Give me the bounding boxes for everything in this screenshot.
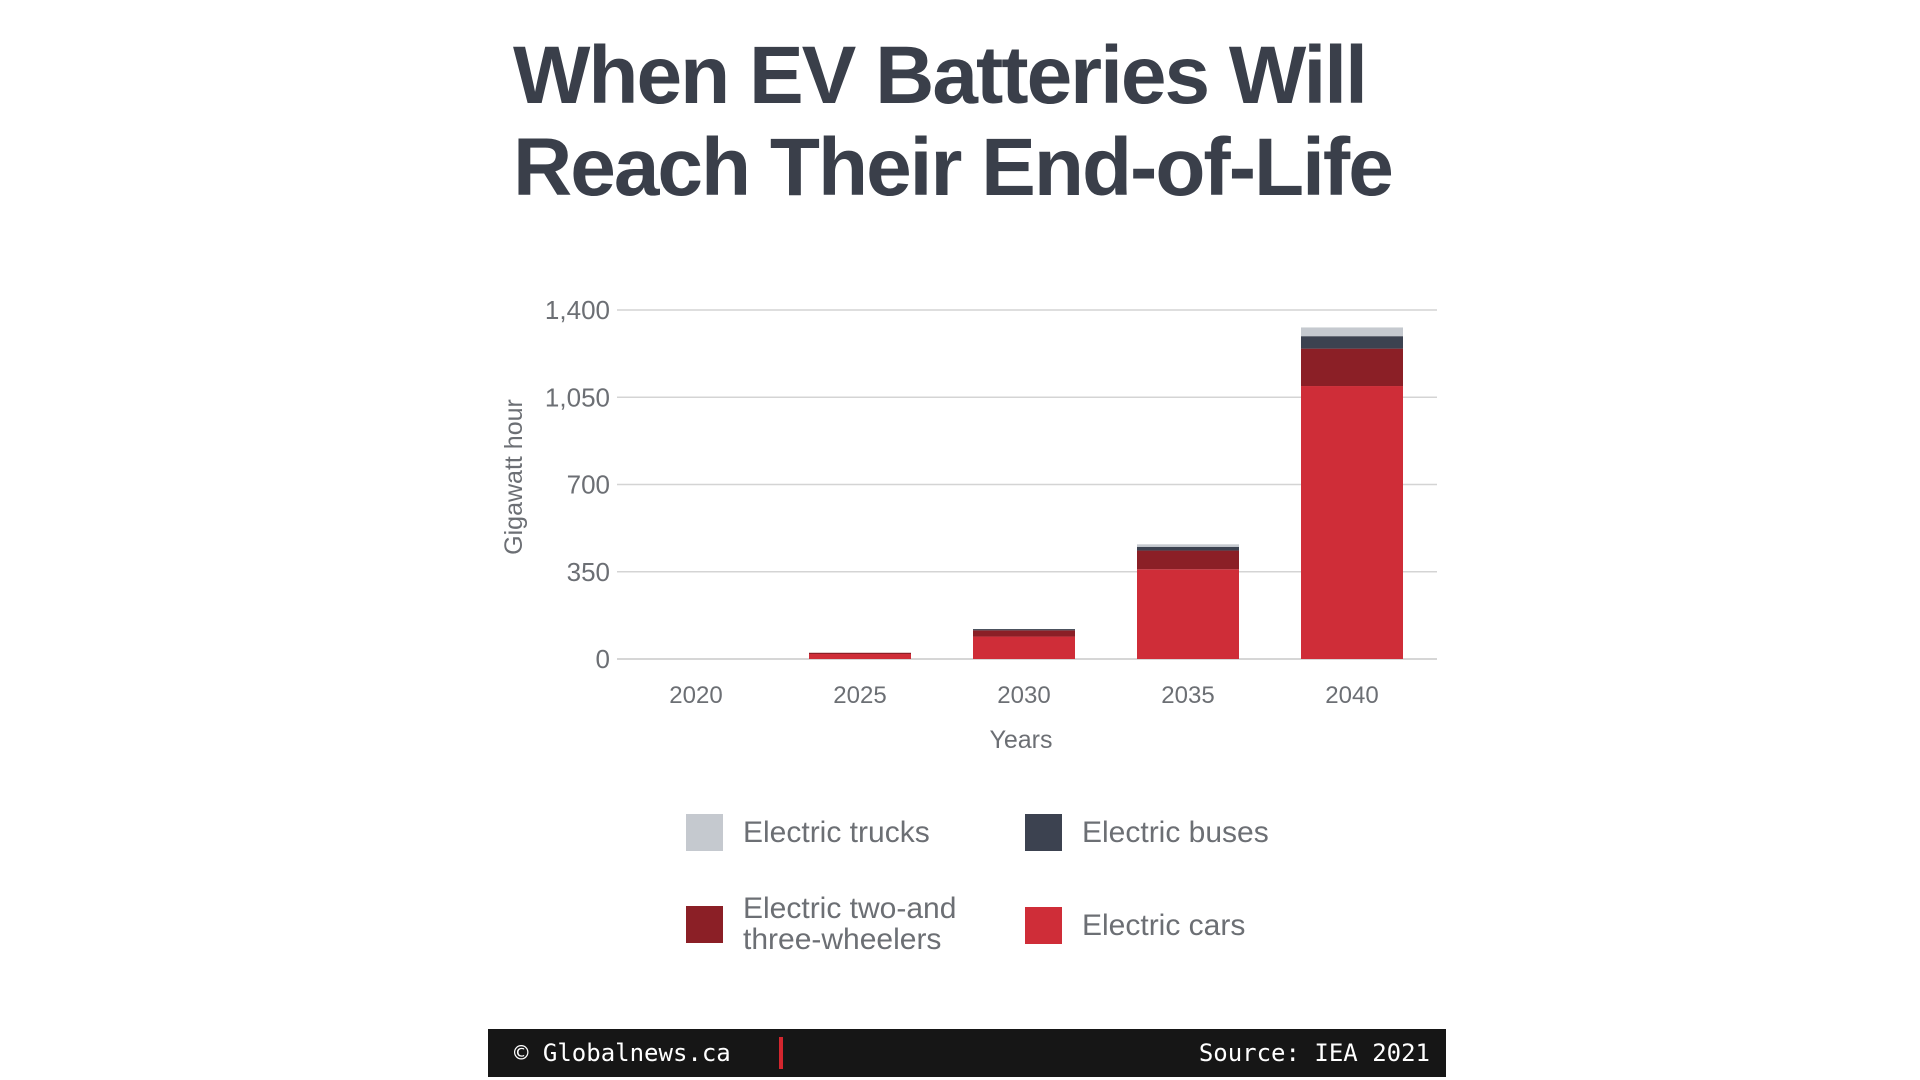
legend-swatch-electric-two-three-wheelers bbox=[686, 905, 723, 943]
legend-label-electric-trucks: Electric trucks bbox=[743, 816, 930, 849]
bar-2040-electric-cars bbox=[1301, 386, 1403, 659]
bar-2035-electric-cars bbox=[1137, 569, 1239, 659]
bar-2040-electric-two-and-three-wheelers bbox=[1301, 348, 1403, 387]
legend-swatch-electric-cars bbox=[1025, 907, 1062, 944]
y-tick-label-700: 700 bbox=[567, 470, 610, 500]
bar-2035-electric-trucks bbox=[1137, 544, 1239, 547]
x-tick-label-2030: 2030 bbox=[997, 682, 1050, 709]
chart-title-line-1: When EV Batteries Will bbox=[513, 30, 1368, 121]
legend-label-electric-buses: Electric buses bbox=[1082, 816, 1269, 849]
y-axis-label: Gigawatt hour bbox=[500, 399, 528, 555]
bar-2030-electric-buses bbox=[973, 629, 1075, 631]
y-tick-label-350: 350 bbox=[567, 557, 610, 587]
chart-legend: Electric trucks Electric buses Electric … bbox=[686, 800, 1386, 960]
legend-item-electric-cars: Electric cars bbox=[1025, 907, 1245, 944]
x-tick-label-2040: 2040 bbox=[1325, 682, 1378, 709]
legend-swatch-electric-trucks bbox=[686, 814, 723, 851]
legend-item-electric-buses: Electric buses bbox=[1025, 814, 1269, 851]
bar-2030-electric-two-and-three-wheelers bbox=[973, 630, 1075, 637]
y-tick-labels: 0 350 700 1,050 1,400 bbox=[545, 295, 610, 674]
stacked-bar-chart: 0 350 700 1,050 1,400 2020 2025 2030 2035 2040 Y… bbox=[500, 295, 1437, 754]
bars bbox=[809, 327, 1403, 659]
legend-swatch-electric-buses bbox=[1025, 814, 1062, 851]
x-tick-labels: 2020 2025 2030 2035 2040 bbox=[669, 682, 1378, 709]
footer-copyright: © Globalnews.ca bbox=[514, 1039, 731, 1067]
bar-2025-electric-cars bbox=[809, 654, 911, 659]
bar-2040-electric-buses bbox=[1301, 336, 1403, 349]
footer-divider bbox=[779, 1037, 783, 1069]
bar-2035-electric-two-and-three-wheelers bbox=[1137, 550, 1239, 570]
y-tick-label-0: 0 bbox=[596, 644, 610, 674]
chart-title-line-2: Reach Their End-of-Life bbox=[513, 122, 1394, 213]
bar-2025-electric-two-and-three-wheelers bbox=[809, 652, 911, 655]
footer-bar: © Globalnews.ca Source: IEA 2021 bbox=[488, 1029, 1446, 1077]
x-tick-label-2020: 2020 bbox=[669, 682, 722, 709]
x-axis-label: Years bbox=[989, 726, 1052, 754]
bar-2035-electric-buses bbox=[1137, 546, 1239, 551]
x-tick-label-2035: 2035 bbox=[1161, 682, 1214, 709]
legend-item-electric-trucks: Electric trucks bbox=[686, 814, 930, 851]
footer-source: Source: IEA 2021 bbox=[1198, 1039, 1430, 1067]
y-tick-label-1050: 1,050 bbox=[545, 382, 610, 412]
chart-title: When EV Batteries Will Reach Their End-o… bbox=[513, 30, 1413, 214]
legend-label-electric-cars: Electric cars bbox=[1082, 909, 1246, 942]
legend-item-electric-two-three-wheelers: Electric two-and three-wheelers bbox=[686, 893, 956, 955]
bar-2040-electric-trucks bbox=[1301, 327, 1403, 337]
legend-label-electric-two-three-wheelers: Electric two-and three-wheelers bbox=[743, 892, 957, 956]
x-tick-label-2025: 2025 bbox=[833, 682, 886, 709]
y-tick-label-1400: 1,400 bbox=[545, 295, 610, 325]
bar-2030-electric-cars bbox=[973, 636, 1075, 659]
